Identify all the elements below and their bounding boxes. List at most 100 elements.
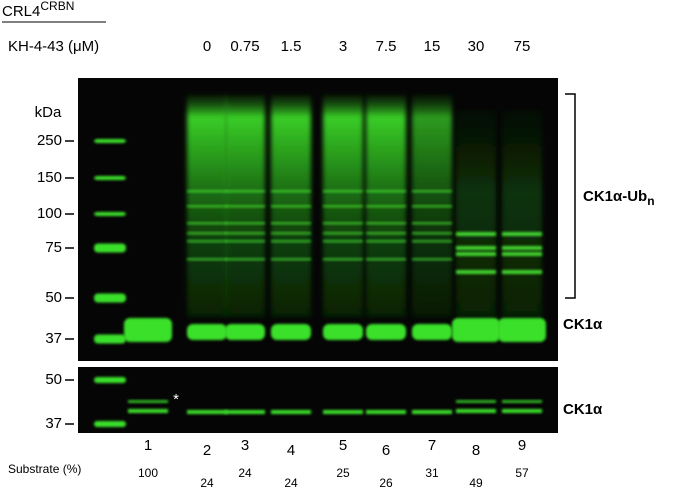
ladder-band (94, 421, 126, 427)
title: CRL4CRBN (2, 0, 74, 20)
bottom-band (128, 400, 168, 403)
ub-band (187, 205, 227, 208)
ub-band (271, 222, 311, 225)
treatment-label: KH-4-43 (μM) (8, 38, 99, 55)
substrate-value: 24 (200, 476, 214, 490)
substrate-value: 25 (336, 466, 350, 480)
ladder-band (94, 212, 126, 216)
bottom-band (187, 410, 227, 414)
lane-number: 5 (339, 437, 347, 454)
concentration: 15 (424, 38, 441, 55)
concentration: 30 (468, 38, 485, 55)
lane-number: 2 (203, 442, 211, 459)
lane-number: 7 (428, 437, 436, 454)
ub-band (502, 252, 542, 256)
lane-number: 3 (241, 437, 249, 454)
ub-band (225, 190, 265, 193)
bracket-label: CK1α-Ubn (583, 188, 655, 208)
ub-band (366, 240, 406, 243)
ub-band (502, 232, 542, 236)
ub-band (225, 258, 265, 261)
ub-band (412, 258, 452, 261)
bottom-band (456, 409, 496, 413)
ub-band (225, 205, 265, 208)
ub-band (187, 232, 227, 235)
marker-label: 150 (37, 169, 62, 186)
ladder-band (94, 377, 126, 383)
substrate-value: 49 (469, 476, 483, 490)
bottom-band (323, 410, 363, 414)
concentration: 0.75 (230, 38, 259, 55)
ub-band (323, 190, 363, 193)
ub-band (323, 232, 363, 235)
ub-band (187, 222, 227, 225)
ub-band (412, 205, 452, 208)
ub-band (271, 190, 311, 193)
substrate-value: 31 (425, 466, 439, 480)
smear (456, 110, 496, 317)
unit-label: kDa (35, 104, 62, 121)
ub-band (187, 240, 227, 243)
ub-band (271, 232, 311, 235)
ladder-band (94, 334, 126, 344)
asterisk: * (173, 391, 179, 408)
bottom-band (502, 409, 542, 413)
ladder-band (94, 293, 126, 303)
ub-band (271, 240, 311, 243)
lane-number: 6 (382, 442, 390, 459)
ub-band (412, 232, 452, 235)
ub-band (323, 240, 363, 243)
ub-band (412, 190, 452, 193)
ub-band (412, 222, 452, 225)
title-text: CRL4 (2, 3, 40, 20)
ub-band (271, 258, 311, 261)
band-label: CK1α (563, 401, 603, 418)
substrate-band (225, 324, 265, 340)
concentration: 7.5 (376, 38, 397, 55)
substrate-band (323, 324, 363, 340)
substrate-value: 26 (379, 476, 393, 490)
ub-band (412, 240, 452, 243)
ub-band (323, 222, 363, 225)
lane-number: 4 (287, 442, 295, 459)
substrate-band (124, 318, 172, 342)
marker-label: 37 (45, 330, 62, 347)
marker-label: 75 (45, 239, 62, 256)
substrate-value: 100 (138, 466, 158, 480)
lane-number: 8 (472, 442, 480, 459)
concentration: 3 (339, 38, 347, 55)
ub-band (502, 270, 542, 274)
ub-band (323, 205, 363, 208)
marker-label: 250 (37, 132, 62, 149)
marker-label: 100 (37, 205, 62, 222)
ub-band (366, 190, 406, 193)
lane-number: 1 (144, 437, 152, 454)
ub-band (187, 258, 227, 261)
bottom-band (271, 410, 311, 414)
lane-number: 9 (518, 437, 526, 454)
ub-band (187, 190, 227, 193)
ub-band (502, 246, 542, 250)
substrate-band (187, 324, 227, 340)
ub-band (225, 222, 265, 225)
bottom-band (412, 410, 452, 414)
concentration: 75 (514, 38, 531, 55)
substrate-band (366, 324, 406, 340)
bottom-band (366, 410, 406, 414)
bracket-label-text: CK1α-Ub (583, 188, 647, 205)
substrate-band (271, 324, 311, 340)
ladder-band (94, 139, 126, 143)
ub-band (366, 222, 406, 225)
bracket-label-subscript: n (647, 194, 654, 208)
ub-band (456, 270, 496, 274)
substrate-band (452, 318, 500, 342)
title-superscript: CRBN (40, 0, 74, 13)
ub-band (271, 205, 311, 208)
ub-band (456, 232, 496, 236)
band-label: CK1α (563, 316, 603, 333)
concentration: 1.5 (281, 38, 302, 55)
smear (502, 110, 542, 317)
bands (94, 95, 546, 427)
substrate-value: 57 (515, 466, 529, 480)
substrate-label: Substrate (%) (8, 462, 81, 476)
